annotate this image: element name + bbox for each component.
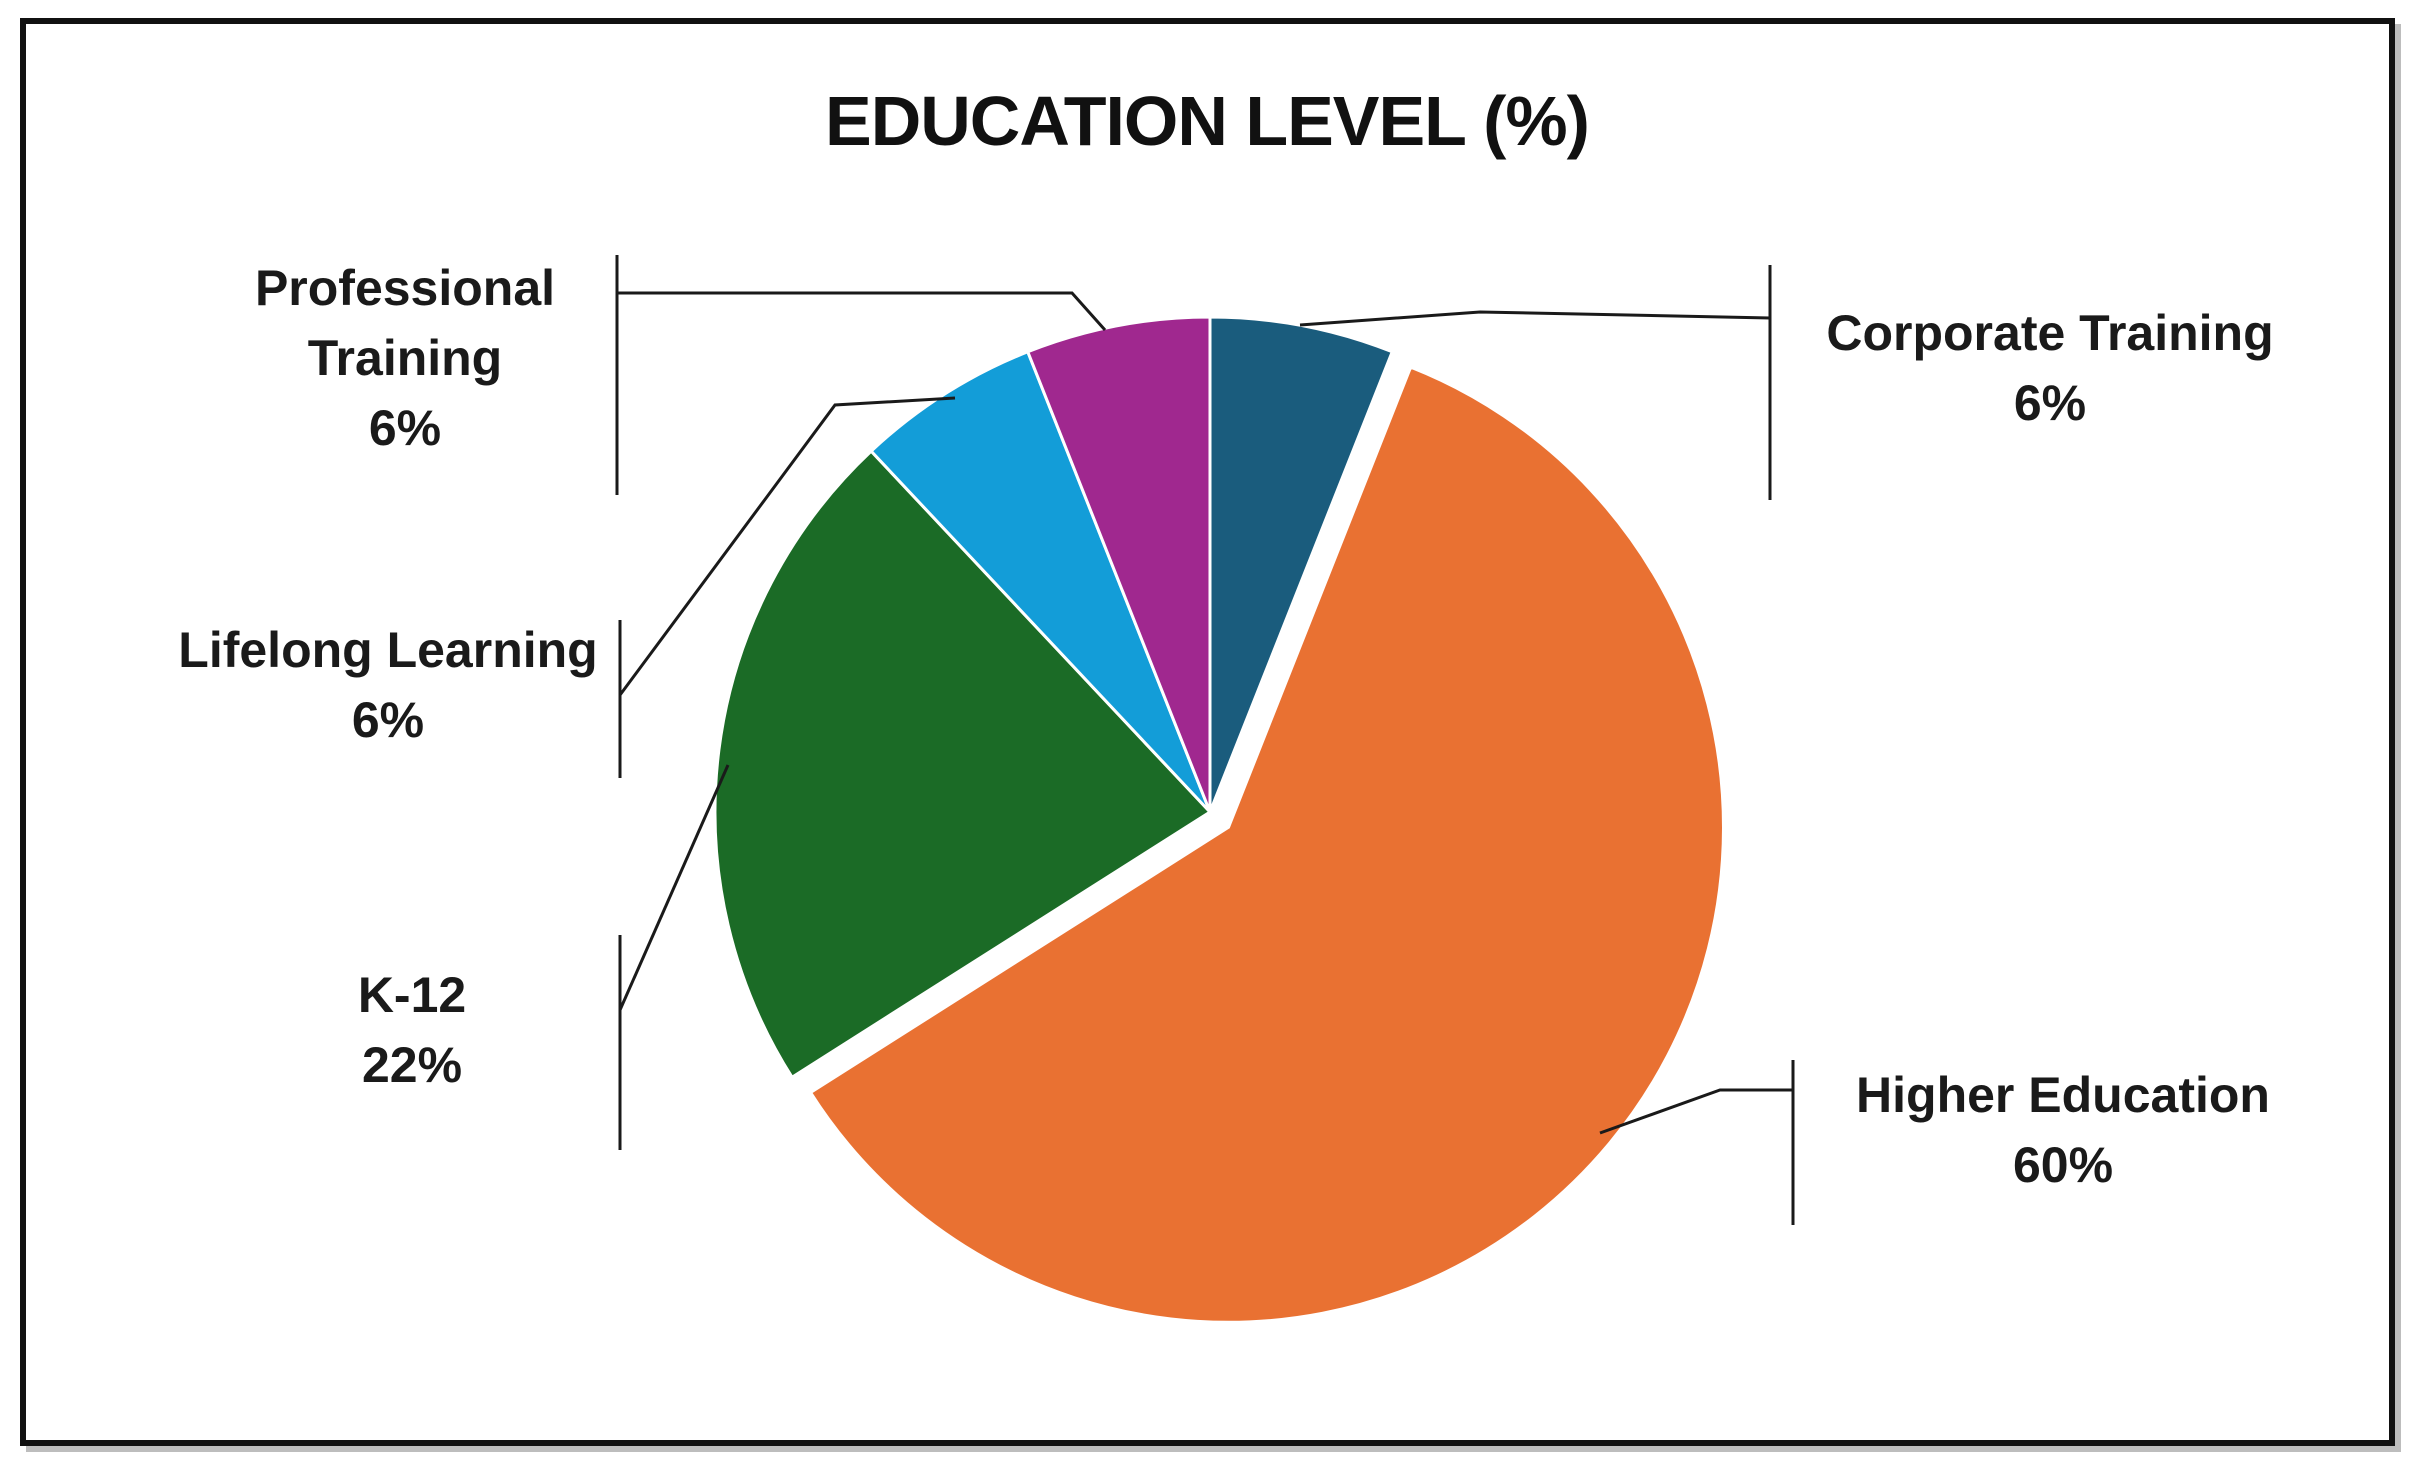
leader-line-k-12 bbox=[618, 764, 730, 1011]
slice-category-lifelong-learning: Lifelong Learning bbox=[178, 622, 597, 678]
slice-value-lifelong-learning: 6% bbox=[352, 692, 424, 748]
slice-value-corporate-training: 6% bbox=[2014, 375, 2086, 431]
leader-line-professional-training bbox=[617, 291, 1107, 331]
slice-value-professional-training: 6% bbox=[369, 400, 441, 456]
slice-value-higher-education: 60% bbox=[2013, 1137, 2113, 1193]
slice-label-higher-education: Higher Education 60% bbox=[1856, 1067, 2270, 1193]
leader-line-corporate-training bbox=[1299, 310, 1771, 327]
pie-slice-lifelong-learning bbox=[869, 349, 1212, 814]
slice-labels: Corporate Training 6% Higher Education 60% K… bbox=[178, 260, 2273, 1193]
pie-slice-higher-education bbox=[808, 365, 1725, 1324]
chart-title: EDUCATION LEVEL (%) bbox=[825, 82, 1589, 160]
pie-slice-k-12 bbox=[713, 449, 1213, 1080]
pie-slice-professional-training bbox=[1025, 315, 1212, 813]
slice-category-professional-training: Training bbox=[308, 330, 502, 386]
slice-label-lifelong-learning: Lifelong Learning 6% bbox=[178, 622, 597, 748]
leader-lines bbox=[615, 255, 1795, 1225]
slice-category-higher-education: Higher Education bbox=[1856, 1067, 2270, 1123]
slice-label-k-12: K-12 22% bbox=[358, 967, 466, 1093]
slice-category-professional-training: Professional bbox=[255, 260, 555, 316]
leader-line-lifelong-learning bbox=[618, 396, 956, 696]
slice-label-professional-training: Professional Training 6% bbox=[255, 260, 555, 456]
leader-line-higher-education bbox=[1599, 1088, 1793, 1135]
slice-value-k-12: 22% bbox=[362, 1037, 462, 1093]
slice-label-corporate-training: Corporate Training 6% bbox=[1826, 305, 2273, 431]
pie-slices bbox=[713, 315, 1725, 1324]
slice-category-corporate-training: Corporate Training bbox=[1826, 305, 2273, 361]
slice-category-k-12: K-12 bbox=[358, 967, 466, 1023]
